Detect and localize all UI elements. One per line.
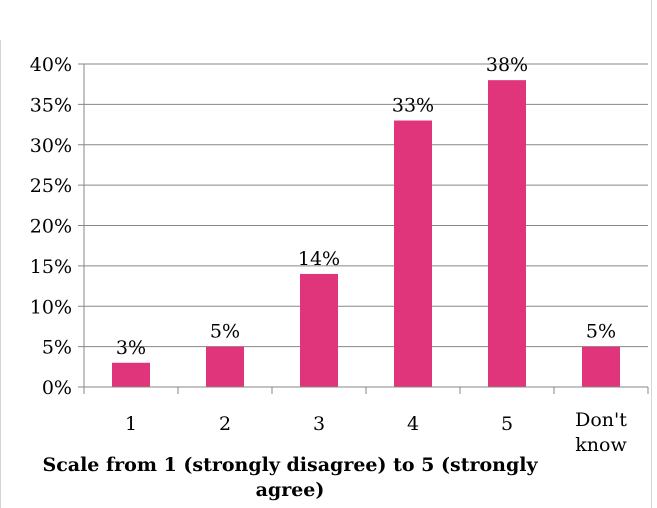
x-tick-label: 4 — [407, 413, 419, 435]
y-tick-label: 30% — [30, 135, 72, 157]
data-label: 5% — [586, 321, 616, 343]
bar — [582, 346, 620, 387]
data-label: 33% — [392, 95, 434, 117]
y-tick-label: 20% — [30, 216, 72, 238]
x-tick-label: 2 — [219, 413, 231, 435]
data-label: 3% — [116, 337, 146, 359]
bar — [488, 80, 526, 388]
bar — [206, 346, 244, 387]
x-axis-title: Scale from 1 (strongly disagree) to 5 (s… — [42, 454, 538, 501]
y-tick-label: 40% — [30, 54, 72, 76]
bar — [394, 120, 432, 388]
chart-frame-right — [651, 0, 652, 508]
y-tick-label: 35% — [30, 94, 72, 116]
data-label: 14% — [298, 248, 340, 270]
x-tick-label: 1 — [125, 413, 137, 435]
chart-frame-left — [0, 40, 1, 508]
data-label: 38% — [486, 54, 528, 76]
x-tick-label: 5 — [501, 413, 513, 435]
x-tick-label: 3 — [313, 413, 325, 435]
y-tick-label: 0% — [42, 377, 72, 399]
x-tick-label: Don't know — [575, 409, 627, 456]
data-label: 5% — [210, 321, 240, 343]
y-tick-label: 15% — [30, 256, 72, 278]
y-tick-label: 10% — [30, 296, 72, 318]
bar — [112, 362, 150, 387]
bar — [300, 273, 338, 387]
y-tick-label: 5% — [42, 337, 72, 359]
y-tick-label: 25% — [30, 175, 72, 197]
